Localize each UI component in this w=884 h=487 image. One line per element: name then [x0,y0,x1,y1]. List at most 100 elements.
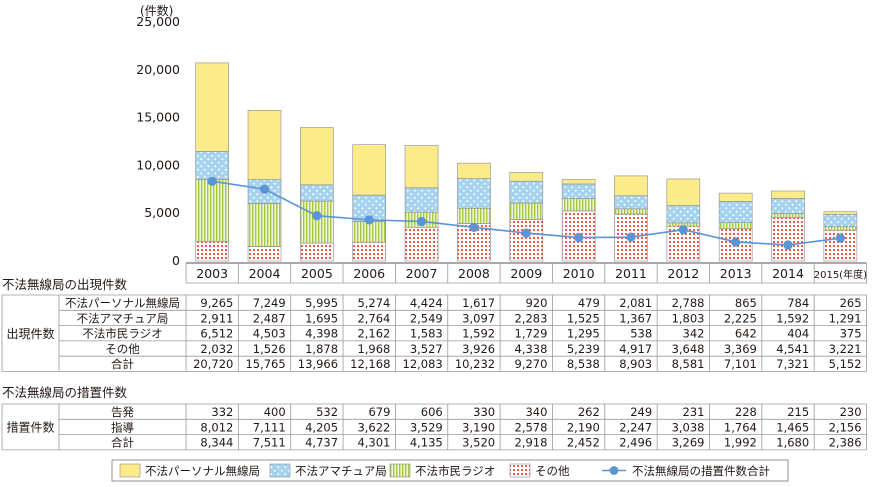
table-cell: 4,398 [305,327,338,341]
table-group-label: 出現件数 [6,326,54,341]
legend-label: 不法アマチュア局 [295,464,387,478]
table-row-label: 不法市民ラジオ [82,327,162,341]
table-cell: 1,617 [462,296,495,310]
bar-segment [509,202,544,220]
bar-segment [247,203,282,247]
table-cell: 1,992 [724,436,757,450]
table-cell: 3,097 [462,311,495,325]
bar-segment [195,241,229,262]
legend-label: 不法パーソナル無線局 [145,464,260,478]
table-cell: 865 [735,296,757,310]
table-cell: 1,592 [776,311,809,325]
table-cell: 2,156 [829,420,862,434]
line-point [207,176,217,186]
table-cell: 920 [525,296,547,310]
bar-segment [771,217,805,262]
line-point [312,211,322,221]
table-cell: 8,581 [672,357,705,371]
bar-segment [352,241,387,262]
table-cell: 340 [525,405,547,419]
table-cell: 4,205 [305,420,338,434]
legend-swatch [509,463,531,478]
bar-segment [352,221,387,243]
legend-label: 不法市民ラジオ [415,464,495,478]
table-cell: 2,162 [357,327,390,341]
table-row-label: 不法アマチュア局 [77,311,169,325]
table-cell: 1,592 [462,327,495,341]
table-cell: 4,301 [357,436,390,450]
bar-segment [509,172,544,182]
bar-segment [614,195,648,210]
y-tick-label: 15,000 [136,110,180,125]
table-row-label: 指導 [111,420,134,434]
line-point [364,215,374,225]
y-tick-label: 10,000 [136,157,180,172]
table-cell: 12,168 [350,357,390,371]
table-cell: 3,038 [672,420,705,434]
table-row-label: その他 [105,342,140,356]
legend: 不法パーソナル無線局 不法アマチュア局 不法市民ラジオ その他 不法無線局の措置件数合計 [111,459,789,482]
table-cell: 9,270 [515,357,548,371]
table-cell: 2,764 [357,311,390,325]
table-cell: 13,966 [298,357,338,371]
table-cell: 1,295 [567,327,600,341]
table-cell: 5,152 [829,357,862,371]
y-tick-label: 0 [172,253,180,268]
bar-segment [771,190,805,199]
table-cell: 1,729 [515,327,548,341]
table-cell: 1,680 [776,436,809,450]
table-cell: 2,487 [253,311,286,325]
bar-segment [561,198,596,212]
table-cell: 4,424 [410,296,443,310]
table-cell: 5,239 [567,342,600,356]
table-cell: 12,083 [403,357,443,371]
x-tick-label: 2005 [301,266,333,281]
bar-segment [300,242,334,262]
bar-segment [300,184,334,202]
bar-segment [300,127,334,186]
line-point [731,237,741,247]
table-cell: 1,526 [253,342,286,356]
legend-line-marker [609,466,619,475]
table-cell: 3,221 [829,342,862,356]
table-cell: 265 [840,296,862,310]
table-cell: 9,265 [200,296,233,310]
table-cell: 606 [421,405,443,419]
bar-segment [195,62,229,152]
table-cell: 1,291 [829,311,862,325]
bar-segment [404,187,439,213]
table-cell: 1,367 [619,311,652,325]
table-cell: 2,032 [200,342,233,356]
legend-label: 不法無線局の措置件数合計 [632,464,770,478]
table-cell: 2,496 [619,436,652,450]
legend-swatch [269,463,291,478]
table-cell: 3,529 [410,420,443,434]
table-cell: 784 [787,296,809,310]
bar-segment [614,175,648,197]
table-cell: 2,386 [829,436,862,450]
table-cell: 532 [316,405,338,419]
table-cell: 2,452 [567,436,600,450]
table-cell: 2,549 [410,311,443,325]
table-cell: 4,338 [515,342,548,356]
table-cell: 3,926 [462,342,495,356]
table-cell: 2,918 [515,436,548,450]
table-cell: 1,525 [567,311,600,325]
bar-segment [823,211,858,215]
x-tick-label: 2015(年度) [814,268,867,281]
table-cell: 7,249 [253,296,286,310]
line-point [678,225,688,235]
table-cell: 3,190 [462,420,495,434]
table-cell: 1,878 [305,342,338,356]
y-tick-label: 25,000 [136,14,180,29]
bar-segment [247,246,282,262]
table-cell: 1,695 [305,311,338,325]
bar-segment [404,226,439,262]
line-point [783,240,793,250]
table-cell: 5,995 [305,296,338,310]
bar-segment [666,178,701,206]
table-cell: 7,101 [724,357,757,371]
table-cell: 228 [735,405,757,419]
bar-segment [509,180,544,204]
